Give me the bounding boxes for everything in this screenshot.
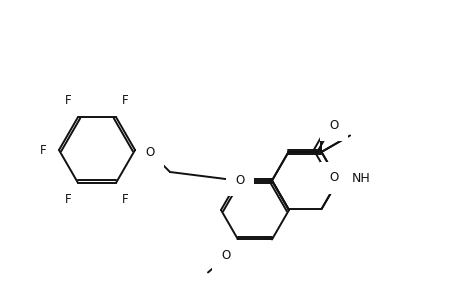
Text: F: F <box>40 143 47 157</box>
Text: O: O <box>329 119 338 132</box>
Text: F: F <box>122 94 129 107</box>
Text: NH: NH <box>351 172 370 185</box>
Text: O: O <box>329 171 338 184</box>
Text: F: F <box>65 193 72 206</box>
Text: O: O <box>235 174 244 187</box>
Text: F: F <box>65 94 72 107</box>
Text: F: F <box>147 143 153 157</box>
Text: O: O <box>145 146 154 158</box>
Text: F: F <box>122 193 129 206</box>
Text: O: O <box>221 249 230 262</box>
